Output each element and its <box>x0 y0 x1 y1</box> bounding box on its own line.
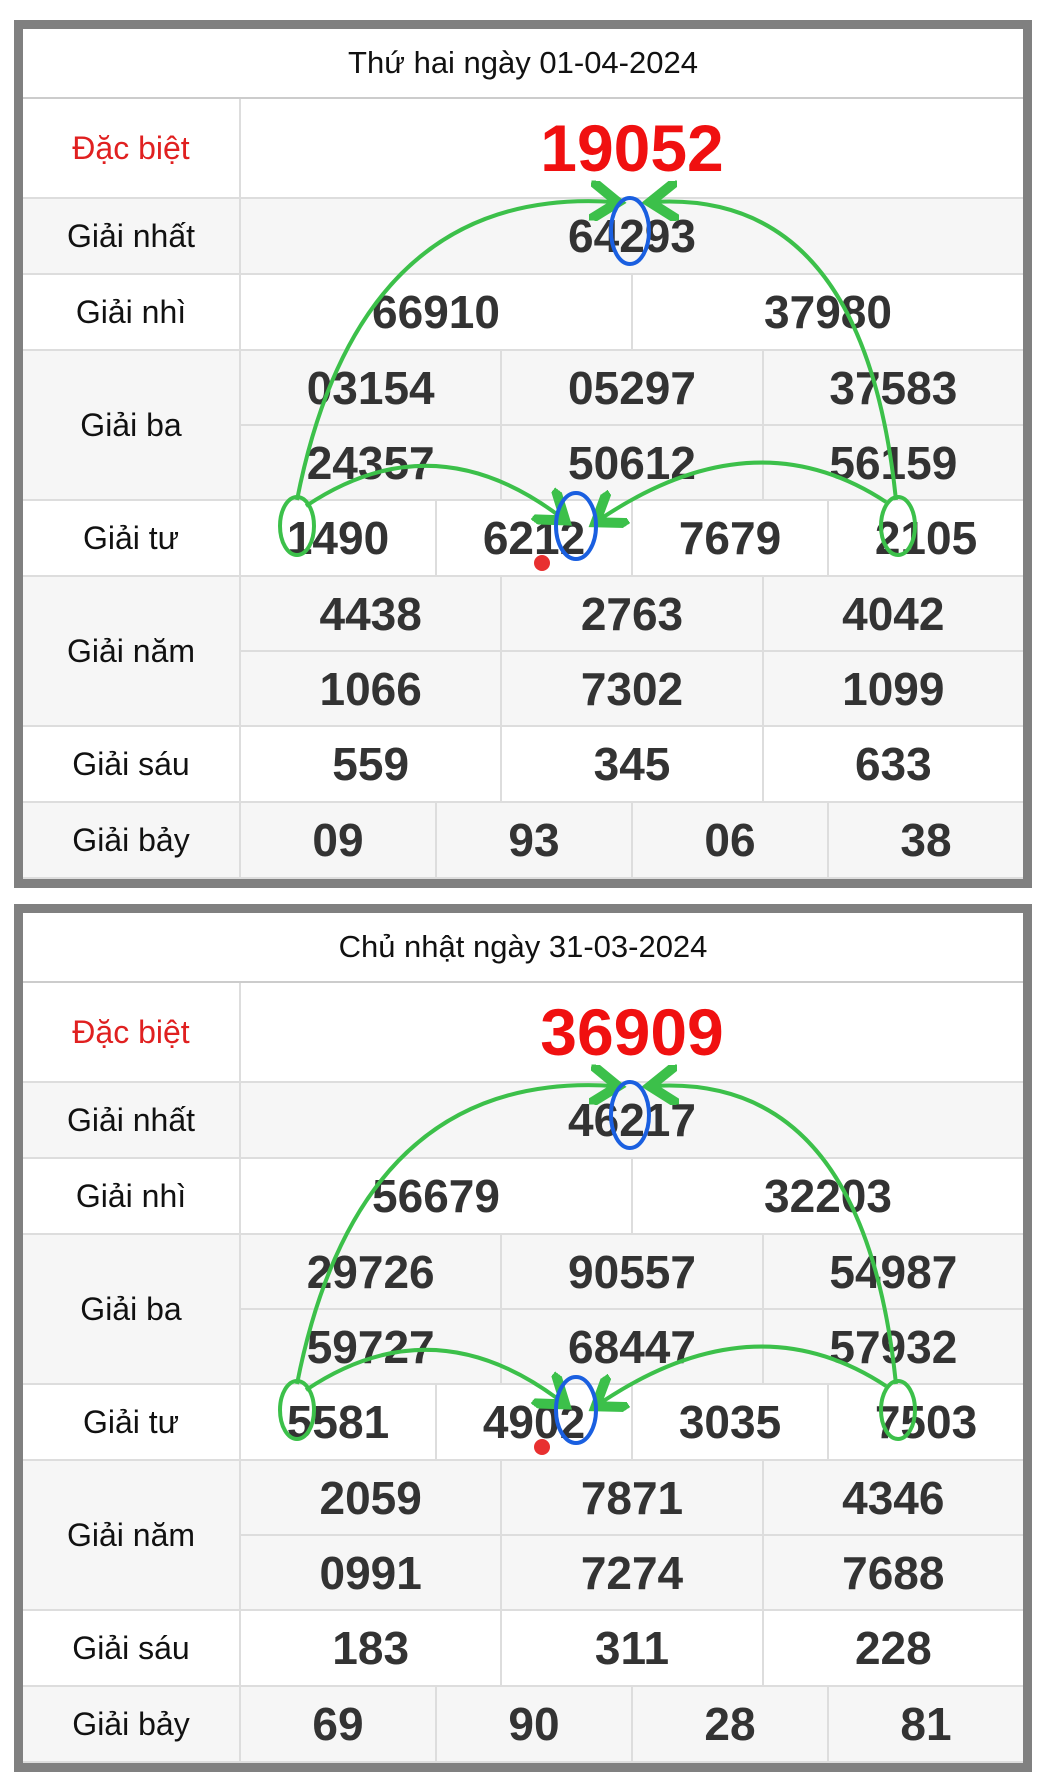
prize-number: 559 <box>332 738 410 790</box>
prize-number: 37583 <box>761 351 1023 424</box>
prize-number: 69 <box>312 1698 364 1750</box>
prize-number: 1490 <box>286 512 390 564</box>
prize-number: 93 <box>435 803 631 877</box>
prize-number: 90 <box>435 1687 631 1761</box>
prize-number: 4042 <box>761 577 1023 650</box>
first-prize-number: 46217 <box>568 1094 696 1146</box>
label-special: Đặc biệt <box>23 983 241 1081</box>
prize-number: 59727 <box>306 1320 435 1373</box>
row-first: Giải nhất 46217 <box>23 1083 1023 1159</box>
label-sixth: Giải sáu <box>23 727 241 801</box>
label-third: Giải ba <box>23 1235 241 1383</box>
prize-number: 345 <box>500 727 761 801</box>
row-sixth: Giải sáu 183 311 228 <box>23 1611 1023 1687</box>
row-first: Giải nhất 64293 <box>23 199 1023 275</box>
row-second: Giải nhì 56679 32203 <box>23 1159 1023 1235</box>
prize-number: 7688 <box>761 1536 1023 1609</box>
prize-number: 3035 <box>631 1385 827 1459</box>
prize-number: 54987 <box>761 1235 1023 1308</box>
prize-number: 24357 <box>306 436 435 489</box>
prize-number: 633 <box>761 727 1023 801</box>
label-second: Giải nhì <box>23 1159 241 1233</box>
prize-number: 7302 <box>500 652 761 725</box>
label-fifth: Giải năm <box>23 577 241 725</box>
prize-number: 09 <box>312 814 364 866</box>
prize-number: 06 <box>631 803 827 877</box>
first-prize-number: 64293 <box>568 210 696 262</box>
label-first: Giải nhất <box>23 1083 241 1157</box>
row-seventh: Giải bảy 69 90 28 81 <box>23 1687 1023 1763</box>
row-fourth: Giải tư 5581 4902 3035 7503 <box>23 1385 1023 1461</box>
prize-number: 7871 <box>500 1461 761 1534</box>
label-first: Giải nhất <box>23 199 241 273</box>
prize-number: 4902 <box>435 1385 631 1459</box>
label-third: Giải ba <box>23 351 241 499</box>
label-seventh: Giải bảy <box>23 1687 241 1761</box>
prize-number: 228 <box>761 1611 1023 1685</box>
label-fifth: Giải năm <box>23 1461 241 1609</box>
label-fourth: Giải tư <box>23 501 241 575</box>
row-special: Đặc biệt 36909 <box>23 983 1023 1083</box>
label-special: Đặc biệt <box>23 99 241 197</box>
prize-number: 4438 <box>319 587 422 640</box>
lottery-result-table: Thứ hai ngày 01-04-2024 Đặc biệt 19052 G… <box>14 20 1032 888</box>
row-sixth: Giải sáu 559 345 633 <box>23 727 1023 803</box>
row-fifth: Giải năm 4438 2763 4042 1066 7302 1099 <box>23 577 1023 727</box>
draw-date-title: Chủ nhật ngày 31-03-2024 <box>23 913 1023 983</box>
prize-number: 311 <box>500 1611 761 1685</box>
row-third: Giải ba 03154 05297 37583 24357 50612 56159 <box>23 351 1023 501</box>
special-number: 36909 <box>540 995 724 1069</box>
prize-number: 7274 <box>500 1536 761 1609</box>
prize-number: 56159 <box>761 426 1023 499</box>
prize-number: 29726 <box>306 1245 435 1298</box>
prize-number: 6212 <box>435 501 631 575</box>
row-second: Giải nhì 66910 37980 <box>23 275 1023 351</box>
special-number: 19052 <box>540 111 724 185</box>
row-seventh: Giải bảy 09 93 06 38 <box>23 803 1023 879</box>
prize-number: 37980 <box>631 275 1023 349</box>
prize-number: 2105 <box>827 501 1023 575</box>
prize-number: 0991 <box>319 1546 422 1599</box>
prize-number: 32203 <box>631 1159 1023 1233</box>
prize-number: 183 <box>332 1622 410 1674</box>
prize-number: 5581 <box>286 1396 390 1448</box>
prize-number: 03154 <box>306 361 435 414</box>
label-second: Giải nhì <box>23 275 241 349</box>
prize-number: 56679 <box>372 1170 500 1222</box>
prize-number: 1099 <box>761 652 1023 725</box>
prize-number: 4346 <box>761 1461 1023 1534</box>
row-fourth: Giải tư 1490 6212 7679 2105 <box>23 501 1023 577</box>
prize-number: 28 <box>631 1687 827 1761</box>
lottery-result-table: Chủ nhật ngày 31-03-2024 Đặc biệt 36909 … <box>14 904 1032 1772</box>
prize-number: 05297 <box>500 351 761 424</box>
prize-number: 50612 <box>500 426 761 499</box>
row-special: Đặc biệt 19052 <box>23 99 1023 199</box>
prize-number: 1066 <box>319 662 422 715</box>
prize-number: 66910 <box>372 286 500 338</box>
prize-number: 2059 <box>319 1471 422 1524</box>
prize-number: 68447 <box>500 1310 761 1383</box>
prize-number: 81 <box>827 1687 1023 1761</box>
prize-number: 90557 <box>500 1235 761 1308</box>
prize-number: 38 <box>827 803 1023 877</box>
row-fifth: Giải năm 2059 7871 4346 0991 7274 7688 <box>23 1461 1023 1611</box>
row-third: Giải ba 29726 90557 54987 59727 68447 57932 <box>23 1235 1023 1385</box>
prize-number: 57932 <box>761 1310 1023 1383</box>
prize-number: 7503 <box>827 1385 1023 1459</box>
label-sixth: Giải sáu <box>23 1611 241 1685</box>
label-fourth: Giải tư <box>23 1385 241 1459</box>
prize-number: 2763 <box>500 577 761 650</box>
draw-date-title: Thứ hai ngày 01-04-2024 <box>23 29 1023 99</box>
label-seventh: Giải bảy <box>23 803 241 877</box>
prize-number: 7679 <box>631 501 827 575</box>
